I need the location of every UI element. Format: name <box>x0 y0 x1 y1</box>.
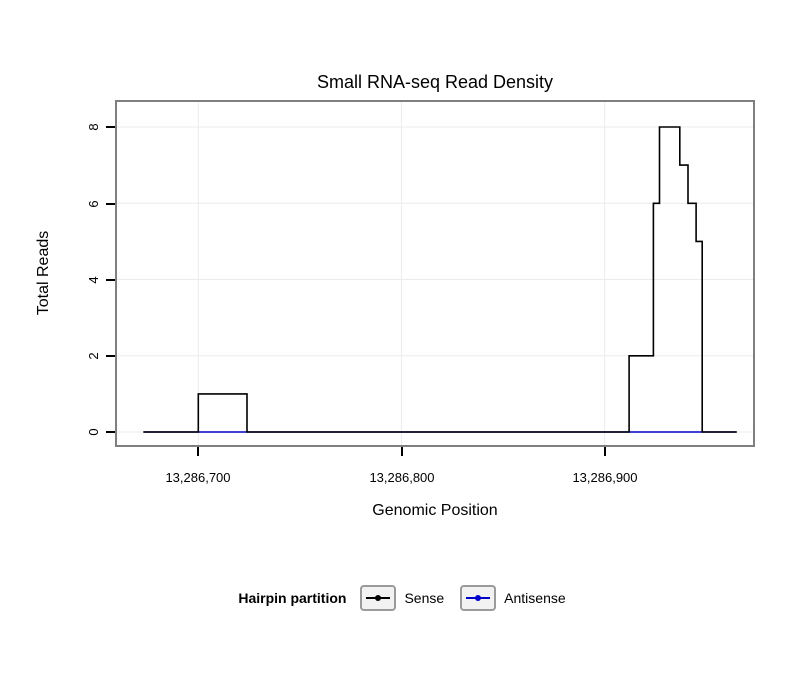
chart-title: Small RNA-seq Read Density <box>316 72 554 92</box>
y-tick-label: 6 <box>86 200 101 208</box>
y-axis-label: Total Reads <box>35 230 52 316</box>
y-tick-mark <box>106 431 115 433</box>
sense-point-icon <box>375 595 382 601</box>
y-tick-mark <box>106 355 115 357</box>
legend: Hairpin partition Sense Antisense <box>0 582 810 614</box>
legend-label-sense: Sense <box>404 590 445 606</box>
y-tick-label: 8 <box>86 123 101 131</box>
legend-key-antisense <box>460 585 497 611</box>
y-tick-label: 4 <box>86 276 101 284</box>
plot-area <box>117 102 753 445</box>
y-tick-mark <box>106 126 115 128</box>
plot-panel <box>115 100 755 447</box>
legend-label-antisense: Antisense <box>504 590 566 606</box>
x-tick-mark <box>197 447 199 456</box>
legend-key-sense <box>360 585 397 611</box>
y-tick-label: 0 <box>86 428 101 436</box>
y-tick-mark <box>106 203 115 205</box>
x-axis-label: Genomic Position <box>372 502 498 519</box>
x-tick-label: 13,286,700 <box>165 470 231 485</box>
x-tick-mark <box>401 447 403 456</box>
y-tick-mark <box>106 279 115 281</box>
y-tick-label: 2 <box>86 352 101 360</box>
antisense-point-icon <box>475 595 482 601</box>
x-tick-label: 13,286,800 <box>369 470 435 485</box>
legend-title: Hairpin partition <box>238 590 347 606</box>
x-tick-label: 13,286,900 <box>572 470 638 485</box>
x-tick-mark <box>604 447 606 456</box>
